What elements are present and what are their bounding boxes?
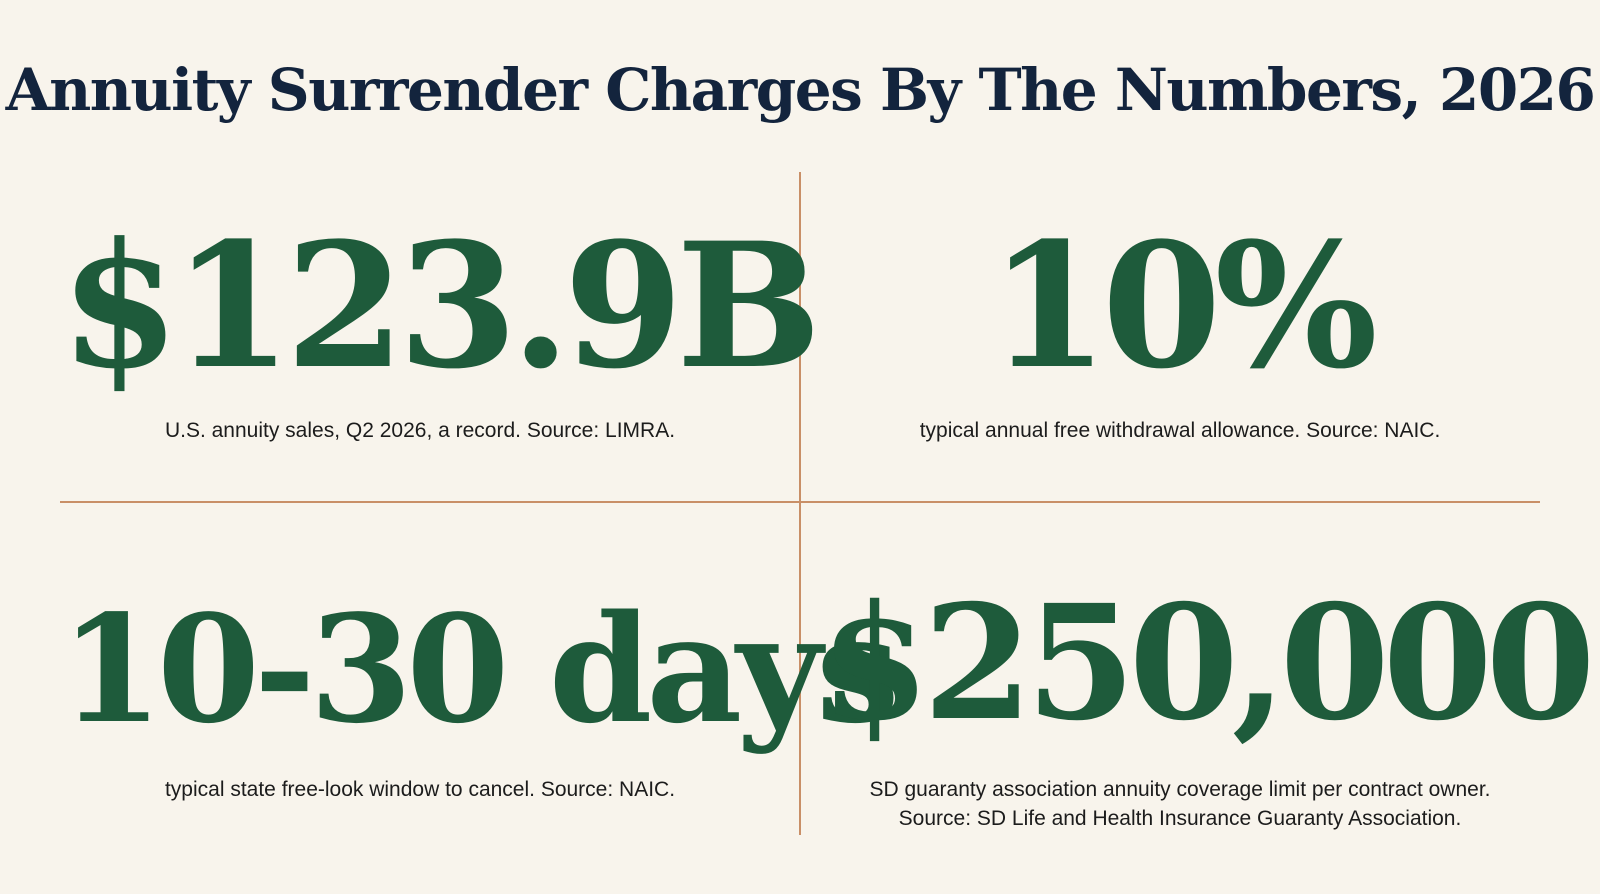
stat-value: $250,000 (820, 571, 1596, 756)
stat-caption: U.S. annuity sales, Q2 2026, a record. S… (60, 416, 780, 445)
stat-card-free-withdrawal: 10% typical annual free withdrawal allow… (820, 172, 1540, 501)
page-title: Annuity Surrender Charges By The Numbers… (5, 56, 1596, 124)
stat-card-annuity-sales: $123.9B U.S. annuity sales, Q2 2026, a r… (60, 172, 822, 501)
stat-value: 10-30 days (60, 582, 900, 756)
caption-line: typical annual free withdrawal allowance… (919, 419, 1441, 442)
horizontal-divider (60, 501, 1540, 503)
vertical-divider (799, 172, 801, 835)
stat-caption: SD guaranty association annuity coverage… (820, 775, 1540, 833)
stat-card-free-look-window: 10-30 days typical state free-look windo… (60, 503, 900, 835)
caption-line: Source: SD Life and Health Insurance Gua… (898, 807, 1462, 830)
caption-line: typical state free-look window to cancel… (164, 778, 676, 801)
stat-caption: typical state free-look window to cancel… (60, 775, 780, 804)
stat-value: 10% (989, 204, 1378, 407)
caption-line: U.S. annuity sales, Q2 2026, a record. S… (164, 419, 676, 442)
caption-line: SD guaranty association annuity coverage… (869, 778, 1491, 801)
stat-value: $123.9B (60, 204, 822, 407)
stat-card-guaranty-limit: $250,000 SD guaranty association annuity… (820, 503, 1596, 835)
stat-caption: typical annual free withdrawal allowance… (820, 416, 1540, 445)
